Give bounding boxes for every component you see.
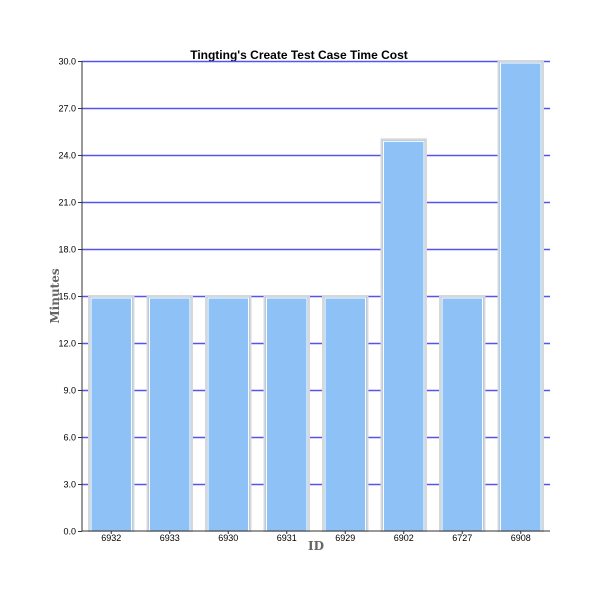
y-tick-label: 24.0 xyxy=(58,151,76,161)
x-tick-label: 6929 xyxy=(335,533,355,543)
y-axis-label: Minutes xyxy=(48,268,62,323)
x-tick-label: 6932 xyxy=(101,533,121,543)
y-tick-label: 21.0 xyxy=(58,198,76,208)
x-axis-label: ID xyxy=(308,539,324,553)
bar-inner-6932 xyxy=(90,297,132,532)
y-tick-label: 15.0 xyxy=(58,292,76,302)
bar-inner-6727 xyxy=(441,297,483,532)
y-tick-label: 6.0 xyxy=(63,433,76,443)
y-tick-label: 27.0 xyxy=(58,104,76,114)
y-tick-label: 9.0 xyxy=(63,386,76,396)
x-tick-labels: 6932 6933 6930 6931 6929 6902 6727 6908 xyxy=(101,531,531,543)
chart-title: Tingting's Create Test Case Time Cost xyxy=(190,48,408,62)
x-tick-label: 6930 xyxy=(218,533,238,543)
bar-inner-6929 xyxy=(324,297,366,532)
bar-inner-6931 xyxy=(266,297,308,532)
x-tick-label: 6902 xyxy=(394,533,414,543)
y-tick-label: 0.0 xyxy=(63,527,76,537)
x-tick-label: 6933 xyxy=(160,533,180,543)
bar-inner-6908 xyxy=(500,62,542,532)
y-tick-labels: 0.0 3.0 6.0 9.0 12.0 15.0 18.0 21.0 24.0 27.0 30.0 xyxy=(58,57,82,537)
bar-inner-6902 xyxy=(383,140,425,532)
bar-inner-6930 xyxy=(207,297,249,532)
x-tick-label: 6931 xyxy=(277,533,297,543)
x-tick-label: 6908 xyxy=(511,533,531,543)
y-tick-label: 18.0 xyxy=(58,245,76,255)
y-tick-label: 3.0 xyxy=(63,480,76,490)
y-tick-label: 12.0 xyxy=(58,339,76,349)
x-tick-label: 6727 xyxy=(452,533,472,543)
y-tick-label: 30.0 xyxy=(58,57,76,67)
bar-inner-6933 xyxy=(149,297,191,532)
